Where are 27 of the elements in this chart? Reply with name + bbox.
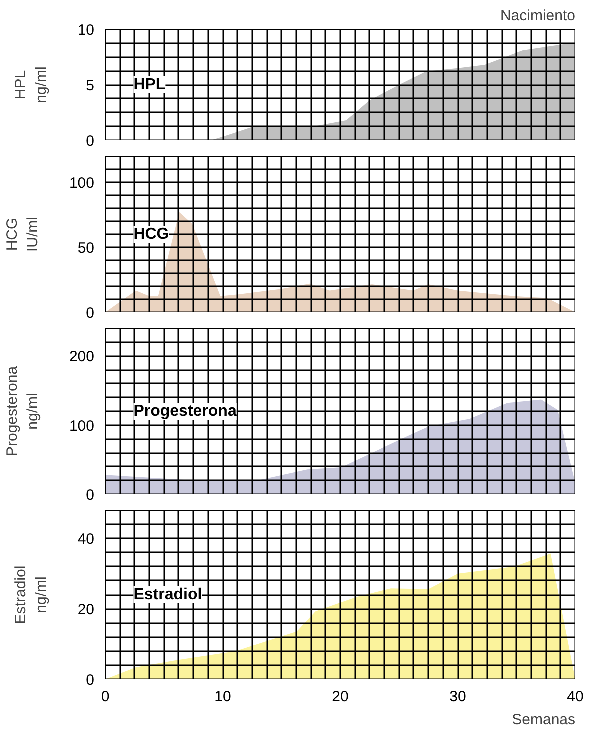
y-tick-label: 0 (86, 672, 94, 689)
y-tick-label: 10 (78, 22, 95, 39)
x-tick-label: 0 (101, 688, 110, 706)
y-tick-label: 5 (86, 78, 94, 94)
x-tick-label: 40 (567, 688, 584, 706)
y-tick-label: 50 (78, 240, 95, 257)
text: HPL (134, 76, 166, 94)
y-axis-title: Progesterona ng/ml (4, 366, 42, 457)
y-tick-label: 200 (69, 348, 95, 366)
y-tick-label: 40 (78, 531, 95, 548)
y-axis-title: HCG IU/ml (4, 217, 42, 252)
x-tick-label: 20 (332, 688, 349, 706)
x-tick-label: 10 (214, 688, 232, 706)
y-axis-title: HPL ng/ml (12, 66, 50, 104)
y-tick-label: 0 (86, 487, 94, 504)
x-axis-title: Semanas (512, 712, 576, 728)
y-axis-title: Estradiol ng/ml (12, 566, 50, 624)
y-tick-label: 100 (69, 175, 95, 192)
series-label: HCG (134, 226, 170, 243)
y-tick-label: 0 (86, 305, 94, 322)
x-tick-label: 30 (450, 688, 466, 706)
text: Estradiol (134, 586, 202, 604)
y-tick-label: 100 (69, 418, 95, 435)
text: Progesterona (134, 403, 237, 420)
y-tick-label: 20 (78, 602, 95, 619)
text: Nacimiento (500, 8, 576, 24)
y-tick-label: 0 (86, 133, 94, 150)
